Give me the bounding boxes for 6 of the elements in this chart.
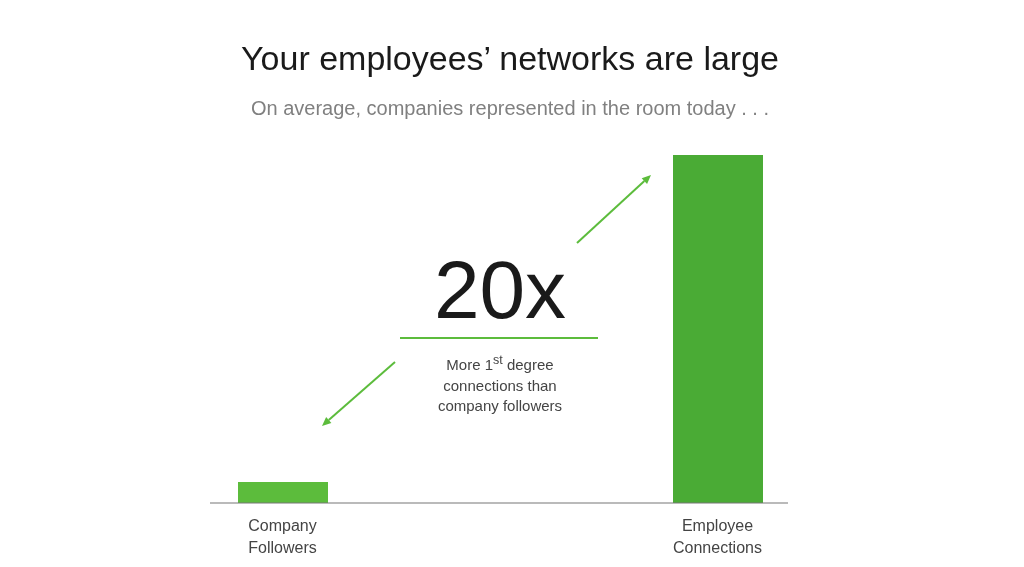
annotation: 20x <box>432 244 568 335</box>
chart-subtitle: On average, companies represented in the room today . . . <box>249 96 771 120</box>
x-tick-label: Company Followers <box>248 517 317 557</box>
x-tick-label: Employee Connections <box>673 517 762 557</box>
annotation: More 1$^{st}$ degree connections than company followers <box>436 352 564 416</box>
chart-title: Your employees’ networks are large <box>240 38 780 78</box>
